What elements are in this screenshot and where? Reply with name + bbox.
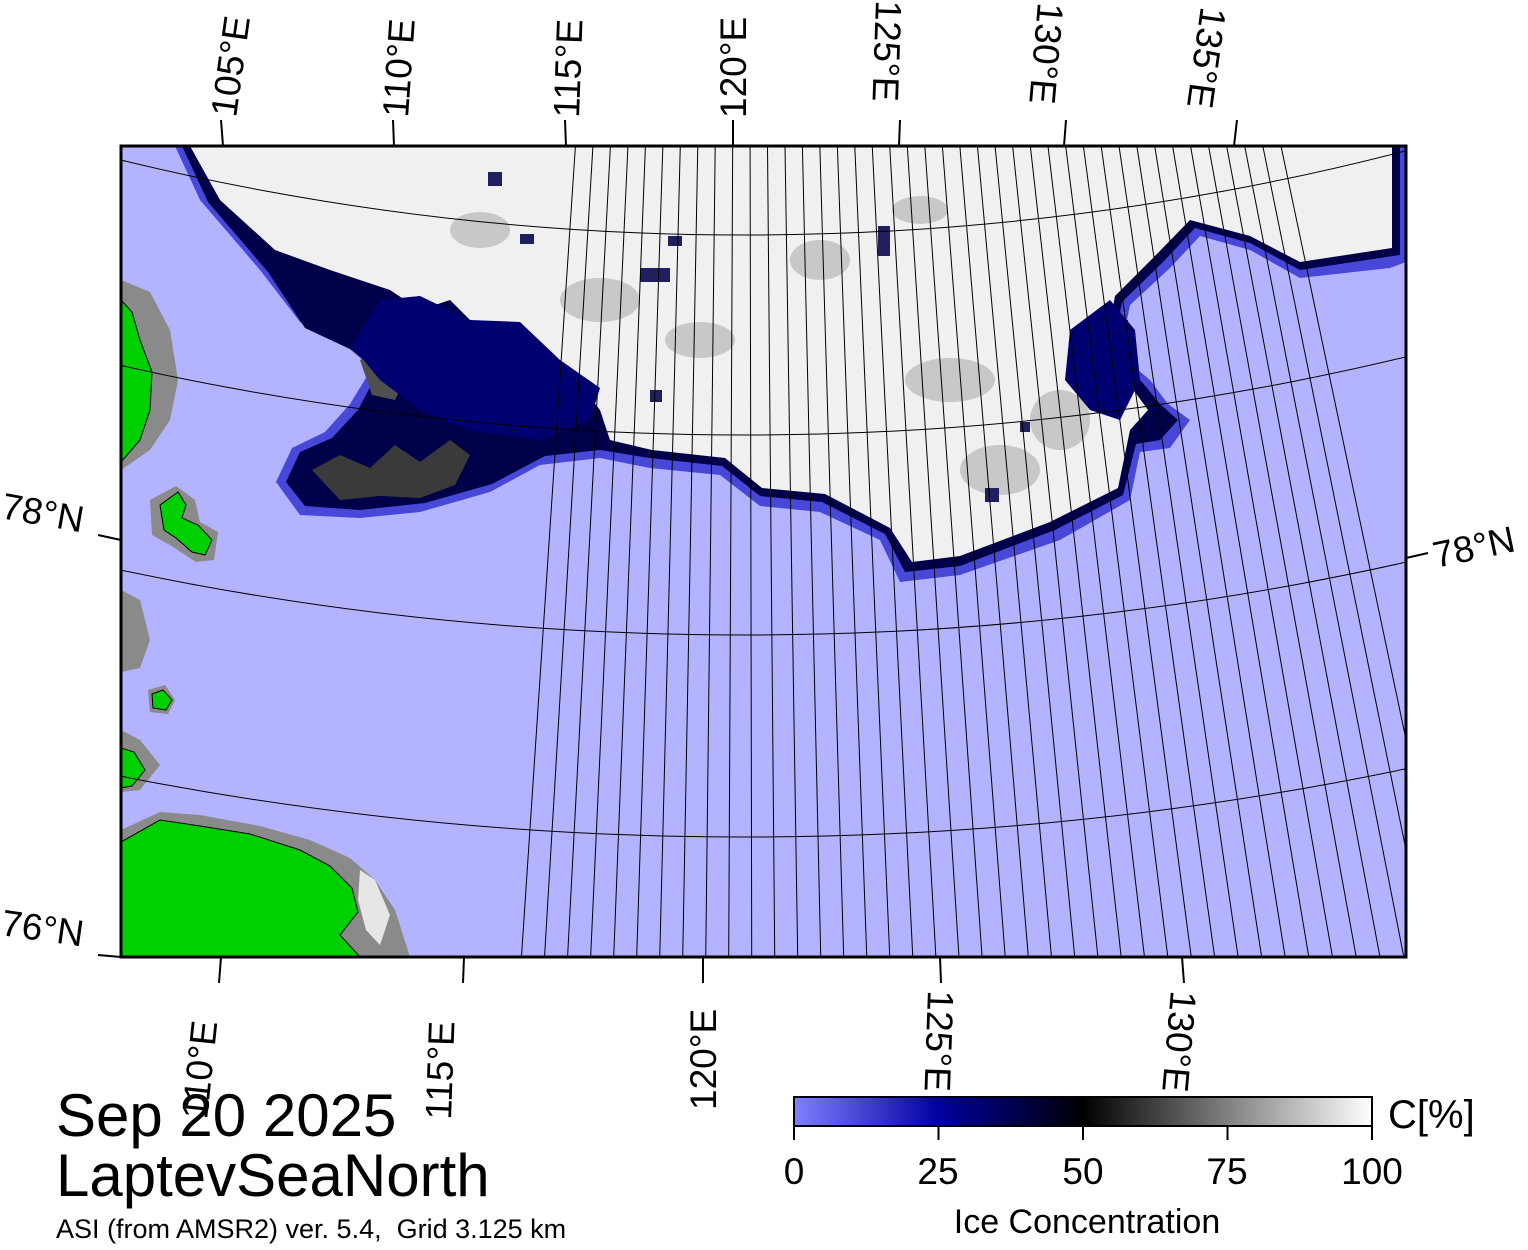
meridian-line bbox=[659, 146, 681, 957]
colorbar-title: Ice Concentration bbox=[953, 1203, 1221, 1241]
left-lat-label: 76°N bbox=[0, 902, 86, 954]
meridian-line bbox=[1262, 146, 1406, 853]
top-lon-label: 125°E bbox=[864, 0, 909, 102]
meridian-line bbox=[959, 146, 1029, 957]
colorbar-unit: C[%] bbox=[1388, 1093, 1475, 1137]
meridian-line bbox=[1118, 146, 1239, 957]
meridian-line bbox=[520, 146, 576, 957]
meridian-line bbox=[1012, 146, 1099, 957]
meridian-line bbox=[871, 146, 914, 957]
right-lat-label: 78°N bbox=[1429, 519, 1518, 576]
meridian-line bbox=[1172, 146, 1310, 957]
tick-marks bbox=[97, 119, 1429, 984]
meridian-line bbox=[801, 146, 822, 957]
colorbar-tick-label: 25 bbox=[917, 1151, 959, 1192]
map-frame bbox=[119, 144, 1408, 959]
meridian-line bbox=[1100, 146, 1216, 957]
ice-fragments-west bbox=[312, 440, 470, 500]
meridian-line bbox=[889, 146, 937, 957]
meridian-line bbox=[924, 146, 983, 957]
ice-near-mainland bbox=[358, 870, 390, 945]
meridian-line bbox=[854, 146, 891, 957]
meridian-line bbox=[749, 146, 753, 957]
meridian-line bbox=[567, 146, 611, 957]
meridian-line bbox=[1190, 146, 1334, 957]
meridian-line bbox=[1065, 146, 1169, 957]
meridian-line bbox=[1226, 146, 1381, 957]
top-lon-label: 130°E bbox=[1021, 1, 1071, 105]
top-lon-label: 105°E bbox=[203, 13, 258, 119]
meridian-line bbox=[1029, 146, 1122, 957]
left-lat-label: 78°N bbox=[0, 486, 87, 541]
land-north-island bbox=[121, 299, 153, 463]
bottom-lon-label: 130°E bbox=[1154, 989, 1204, 1093]
top-lon-label: 110°E bbox=[375, 17, 423, 118]
bottom-lon-label: 120°E bbox=[683, 1009, 724, 1110]
meridian-line bbox=[1280, 146, 1406, 743]
meridian-line bbox=[590, 146, 629, 957]
land-west-edge-2 bbox=[121, 747, 146, 789]
colorbar-tick-label: 75 bbox=[1206, 1151, 1248, 1192]
meridian-line bbox=[836, 146, 868, 957]
land-small-island-2 bbox=[151, 689, 173, 711]
bottom-lon-label: 125°E bbox=[916, 990, 961, 1093]
bottom-lon-label: 110°E bbox=[174, 1019, 225, 1121]
meridian-line bbox=[705, 146, 716, 957]
ice-pack-texture bbox=[450, 196, 1090, 495]
meridian-line bbox=[728, 146, 734, 957]
meridian-line bbox=[544, 146, 594, 957]
ice-edge-west-channel bbox=[352, 296, 600, 440]
meridian-line bbox=[682, 146, 699, 957]
meridian-line bbox=[1244, 146, 1405, 957]
land-mainland bbox=[121, 819, 361, 957]
colorbar-ticks bbox=[793, 1126, 1373, 1140]
colorbar-tick-label: 50 bbox=[1062, 1151, 1104, 1192]
graticule bbox=[121, 146, 1406, 957]
top-lon-labels: 105°E 110°E 115°E 120°E 125°E 130°E 135°… bbox=[203, 0, 1233, 119]
meridian-line bbox=[784, 146, 799, 957]
land-group bbox=[121, 280, 410, 957]
meridian-line bbox=[819, 146, 845, 957]
meridian-line bbox=[613, 146, 646, 957]
map-date: Sep 20 2025 bbox=[56, 1082, 397, 1149]
bottom-lon-label: 115°E bbox=[418, 1020, 462, 1120]
meridian-line bbox=[1047, 146, 1145, 957]
colorbar bbox=[793, 1096, 1373, 1127]
meridian-line bbox=[941, 146, 1006, 957]
meridian-line bbox=[1136, 146, 1263, 957]
top-lon-label: 115°E bbox=[546, 18, 590, 118]
product-info: ASI (from AMSR2) ver. 5.4, Grid 3.125 km bbox=[56, 1214, 567, 1244]
map-area bbox=[121, 146, 1406, 957]
colorbar-tick-label: 100 bbox=[1341, 1151, 1403, 1192]
meridian-line bbox=[636, 146, 664, 957]
colorbar-tick-label: 0 bbox=[783, 1151, 805, 1192]
meridian-line bbox=[976, 146, 1052, 957]
ice-edge-east-channel bbox=[1065, 300, 1140, 420]
region-name: LaptevSeaNorth bbox=[56, 1142, 490, 1209]
ice-pack bbox=[190, 146, 1392, 562]
meridian-line bbox=[906, 146, 960, 957]
coast-west-edge-1 bbox=[121, 590, 150, 672]
top-lon-label: 120°E bbox=[713, 17, 754, 118]
meridian-line bbox=[1208, 146, 1357, 957]
meridian-line bbox=[1082, 146, 1192, 957]
bottom-lon-labels: 110°E 115°E 120°E 125°E 130°E bbox=[174, 989, 1204, 1121]
meridian-line bbox=[994, 146, 1076, 957]
land-small-island-1 bbox=[159, 491, 213, 556]
top-lon-label: 135°E bbox=[1179, 5, 1234, 111]
meridian-line bbox=[767, 146, 776, 957]
